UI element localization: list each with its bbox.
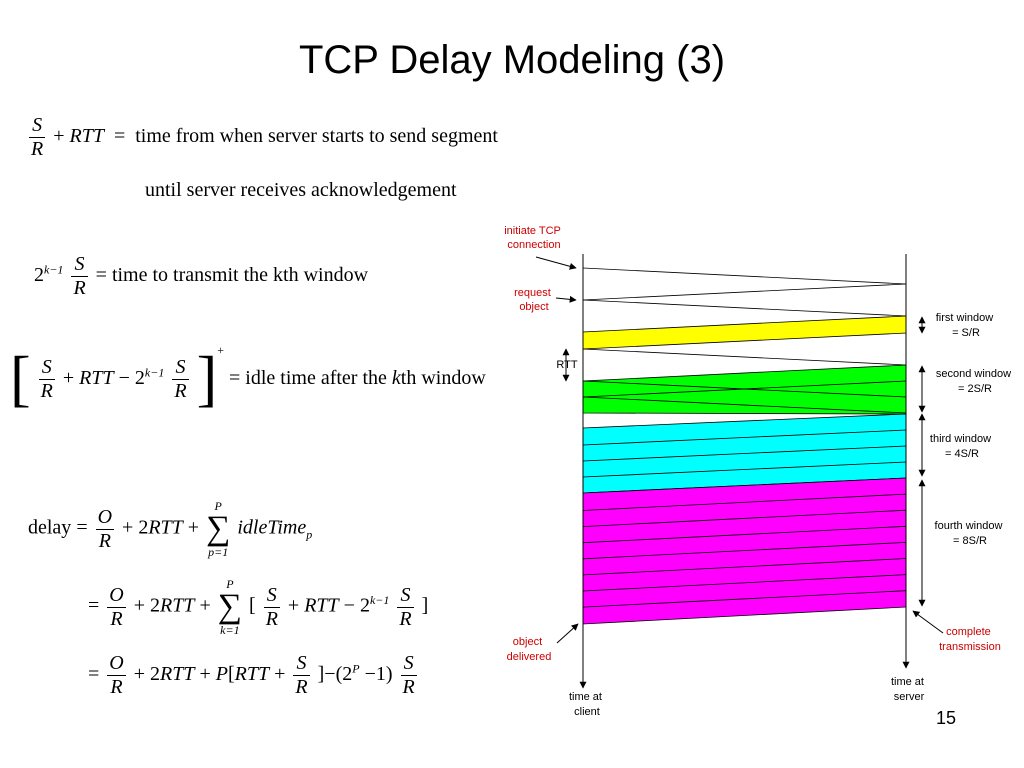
initiate-tcp-label: initiate TCP connection xyxy=(504,225,564,251)
syn-segment-line xyxy=(582,267,907,285)
segment-line xyxy=(582,461,907,478)
third-window-label: third window = 4S/R xyxy=(930,433,994,460)
request-segment-line xyxy=(582,299,907,317)
summation-symbol: P ∑ p=1 xyxy=(206,499,231,559)
segment-line xyxy=(582,542,907,560)
equation-text: time to transmit the kth window xyxy=(111,264,369,287)
segment-line xyxy=(582,509,907,527)
ack-segment-line xyxy=(582,348,907,366)
object-delivered-label: object delivered xyxy=(507,636,552,663)
segment-line xyxy=(582,590,907,608)
time-at-client-label: time at client xyxy=(569,691,605,718)
rtt-label: RTT xyxy=(556,359,577,371)
second-window-band xyxy=(582,364,907,415)
segment-line xyxy=(582,558,907,576)
request-object-label: request object xyxy=(514,287,554,313)
ack-segment-line xyxy=(582,396,907,414)
object-delivered-arrow xyxy=(556,623,579,644)
first-window-label: first window = S/R xyxy=(936,312,997,339)
complete-transmission-arrow xyxy=(912,610,944,634)
time-at-server-label: time at server xyxy=(891,676,927,703)
ack-segment-line xyxy=(582,380,907,398)
first-window-band xyxy=(582,315,907,350)
segment-line xyxy=(582,525,907,544)
fourth-window-label: fourth window = 8S/R xyxy=(935,520,1006,547)
request-object-arrow xyxy=(555,295,577,303)
segment-line xyxy=(582,574,907,592)
segment-line xyxy=(582,445,907,462)
page-number: 15 xyxy=(936,708,957,728)
equation-text: time from when server starts to send seg… xyxy=(135,125,498,148)
summation-symbol: P ∑ k=1 xyxy=(217,577,243,637)
initiate-tcp-arrow xyxy=(535,256,577,270)
second-window-label: second window = 2S/R xyxy=(936,368,1014,395)
slide-title: TCP Delay Modeling (3) xyxy=(298,38,726,82)
segment-line xyxy=(582,493,907,511)
synack-segment-line xyxy=(582,283,907,301)
equation-text-continued: until server receives acknowledgement xyxy=(145,179,457,201)
segment-line xyxy=(582,429,907,446)
complete-transmission-label: complete transmission xyxy=(939,626,1001,653)
